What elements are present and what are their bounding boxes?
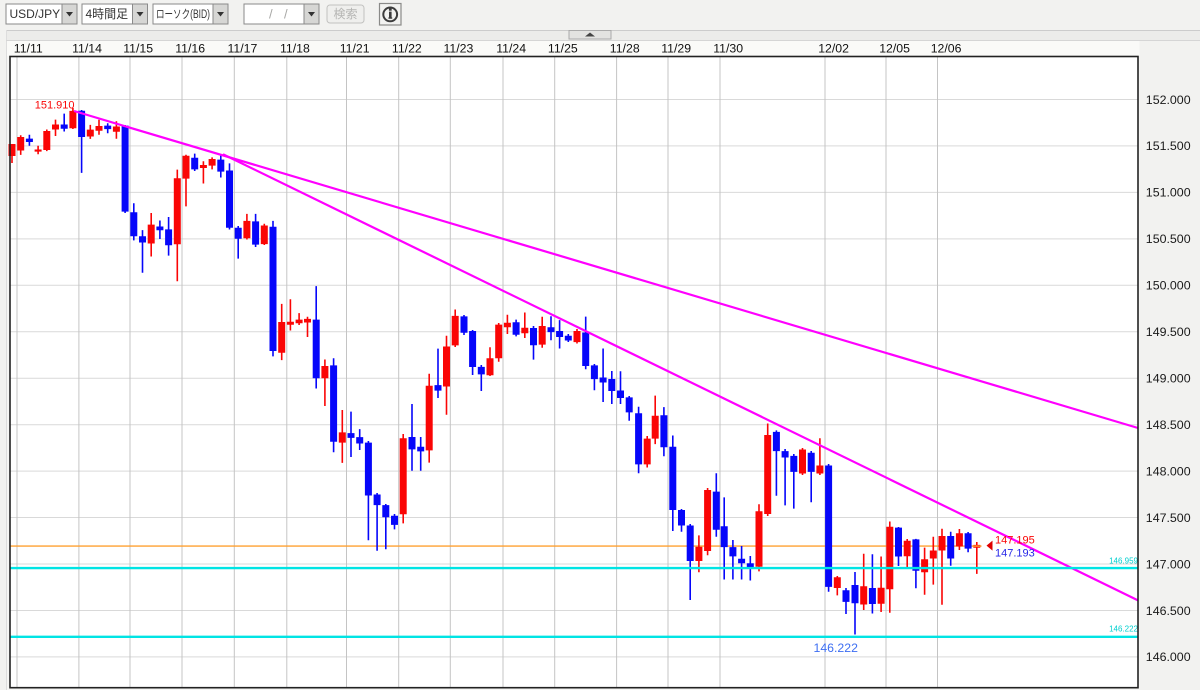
svg-text:151.910: 151.910 xyxy=(35,100,75,112)
svg-text:12/02: 12/02 xyxy=(818,42,849,56)
svg-text:12/05: 12/05 xyxy=(879,42,910,56)
svg-text:検索: 検索 xyxy=(334,7,358,21)
svg-text:151.500: 151.500 xyxy=(1146,139,1191,153)
svg-text:11/24: 11/24 xyxy=(496,42,526,56)
svg-text:11/23: 11/23 xyxy=(444,42,474,56)
svg-text:11/30: 11/30 xyxy=(713,42,743,56)
svg-text:USD/JPY: USD/JPY xyxy=(10,7,61,21)
svg-text:152.000: 152.000 xyxy=(1146,93,1191,107)
svg-text:11/15: 11/15 xyxy=(123,42,153,56)
svg-text:146.959: 146.959 xyxy=(1109,557,1138,566)
svg-text:11/29: 11/29 xyxy=(661,42,691,56)
svg-text:147.000: 147.000 xyxy=(1146,557,1191,571)
svg-text:12/06: 12/06 xyxy=(931,42,962,56)
svg-text:147.500: 147.500 xyxy=(1146,511,1191,525)
svg-text:146.500: 146.500 xyxy=(1146,604,1191,618)
svg-text:147.193: 147.193 xyxy=(995,548,1035,560)
svg-text:147.195: 147.195 xyxy=(995,535,1035,547)
svg-text:148.500: 148.500 xyxy=(1146,418,1191,432)
svg-text:ローソク(BID): ローソク(BID) xyxy=(156,8,210,21)
svg-text:4時間足: 4時間足 xyxy=(86,7,129,21)
svg-text:/: / xyxy=(269,7,273,22)
svg-text:11/21: 11/21 xyxy=(340,42,370,56)
svg-text:11/17: 11/17 xyxy=(228,42,258,56)
svg-text:149.500: 149.500 xyxy=(1146,325,1191,339)
svg-text:149.000: 149.000 xyxy=(1146,372,1191,386)
svg-text:11/25: 11/25 xyxy=(548,42,578,56)
svg-text:11/14: 11/14 xyxy=(72,42,102,56)
svg-text:11/16: 11/16 xyxy=(175,42,205,56)
svg-text:11/11: 11/11 xyxy=(14,42,43,56)
svg-text:/: / xyxy=(284,7,288,22)
svg-text:146.000: 146.000 xyxy=(1146,650,1191,664)
svg-text:146.222: 146.222 xyxy=(814,641,859,655)
svg-text:11/18: 11/18 xyxy=(280,42,310,56)
svg-text:150.000: 150.000 xyxy=(1146,279,1191,293)
svg-text:11/28: 11/28 xyxy=(610,42,640,56)
svg-text:146.222: 146.222 xyxy=(1109,625,1138,634)
svg-text:150.500: 150.500 xyxy=(1146,232,1191,246)
svg-text:151.000: 151.000 xyxy=(1146,186,1191,200)
svg-text:148.000: 148.000 xyxy=(1146,464,1191,478)
svg-text:11/22: 11/22 xyxy=(392,42,422,56)
